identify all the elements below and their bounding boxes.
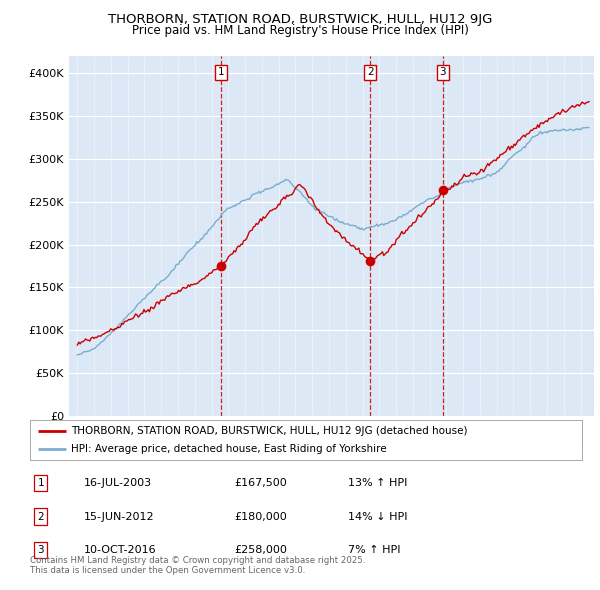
Text: 3: 3 <box>439 67 446 77</box>
Text: Contains HM Land Registry data © Crown copyright and database right 2025.
This d: Contains HM Land Registry data © Crown c… <box>30 556 365 575</box>
Text: 10-OCT-2016: 10-OCT-2016 <box>84 545 157 555</box>
Text: Price paid vs. HM Land Registry's House Price Index (HPI): Price paid vs. HM Land Registry's House … <box>131 24 469 37</box>
Text: HPI: Average price, detached house, East Riding of Yorkshire: HPI: Average price, detached house, East… <box>71 444 387 454</box>
Text: 2: 2 <box>367 67 373 77</box>
Text: THORBORN, STATION ROAD, BURSTWICK, HULL, HU12 9JG (detached house): THORBORN, STATION ROAD, BURSTWICK, HULL,… <box>71 426 468 436</box>
Text: 1: 1 <box>217 67 224 77</box>
Text: 1: 1 <box>37 478 44 488</box>
Text: 13% ↑ HPI: 13% ↑ HPI <box>348 478 407 488</box>
Text: THORBORN, STATION ROAD, BURSTWICK, HULL, HU12 9JG: THORBORN, STATION ROAD, BURSTWICK, HULL,… <box>108 13 492 26</box>
Text: £167,500: £167,500 <box>234 478 287 488</box>
Text: 16-JUL-2003: 16-JUL-2003 <box>84 478 152 488</box>
Text: £258,000: £258,000 <box>234 545 287 555</box>
Text: 7% ↑ HPI: 7% ↑ HPI <box>348 545 401 555</box>
Text: 14% ↓ HPI: 14% ↓ HPI <box>348 512 407 522</box>
Text: 15-JUN-2012: 15-JUN-2012 <box>84 512 155 522</box>
Text: 3: 3 <box>37 545 44 555</box>
Text: 2: 2 <box>37 512 44 522</box>
Text: £180,000: £180,000 <box>234 512 287 522</box>
